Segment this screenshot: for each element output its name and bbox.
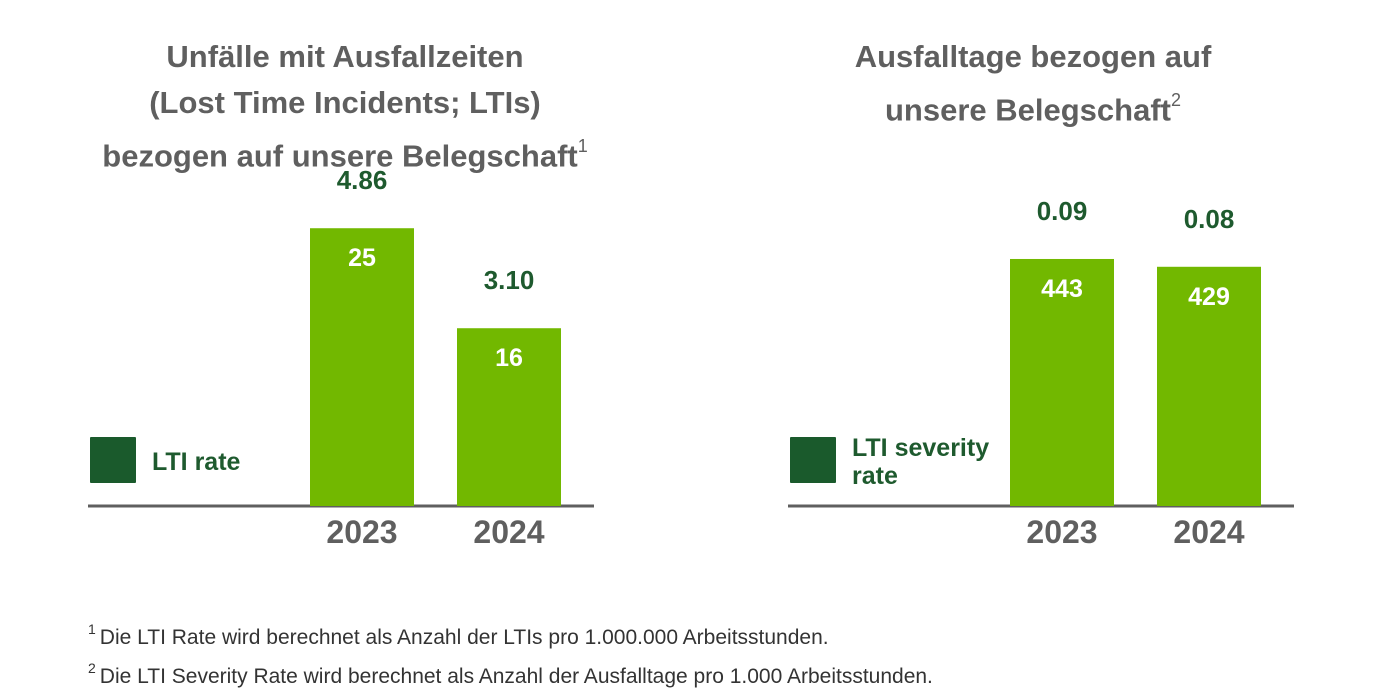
lti-rate-chart: LTI rate 25 4.86 2023 16 3.10 2024 — [88, 165, 594, 550]
title-footnote-marker: 1 — [577, 136, 588, 156]
bar-2024 — [457, 328, 561, 506]
rate-value-label: 0.09 — [1037, 196, 1088, 226]
legend-label-line: rate — [852, 462, 898, 490]
lti-rate-panel: Unfälle mit Ausfallzeiten (Lost Time Inc… — [0, 0, 700, 580]
footnote: 1 Die LTI Rate wird berechnet als Anzahl … — [88, 615, 1288, 654]
footnote-text: Die LTI Severity Rate wird berechnet als… — [99, 665, 933, 688]
title-line: bezogen auf unsere Belegschaft — [102, 138, 578, 174]
lti-severity-panel: Ausfalltage bezogen auf unsere Belegscha… — [700, 0, 1400, 580]
lti-severity-chart: LTI severity rate 443 0.09 2023 429 0.08 2024 — [788, 196, 1294, 550]
x-tick-label: 2024 — [1173, 514, 1244, 550]
title-line: (Lost Time Incidents; LTIs) — [149, 85, 541, 120]
rate-value-label: 0.08 — [1184, 204, 1235, 234]
legend-label: LTI severity rate — [852, 434, 996, 490]
x-tick-label: 2023 — [1026, 514, 1097, 550]
legend-label: LTI rate — [152, 448, 241, 476]
title-footnote-marker: 2 — [1170, 90, 1181, 110]
footnotes: 1 Die LTI Rate wird berechnet als Anzahl … — [88, 615, 1288, 693]
title-line: unsere Belegschaft — [884, 92, 1171, 128]
bar-value-label: 16 — [495, 344, 523, 372]
legend-label-line: LTI severity — [852, 434, 989, 462]
lti-rate-chart-title: Unfälle mit Ausfallzeiten (Lost Time Inc… — [0, 34, 690, 179]
x-tick-label: 2023 — [326, 514, 397, 550]
rate-value-label: 3.10 — [484, 265, 535, 295]
footnote-marker: 2 — [88, 660, 96, 676]
rate-value-label: 4.86 — [337, 165, 388, 195]
title-line: Ausfalltage bezogen auf — [854, 39, 1212, 74]
bar-2023 — [310, 228, 414, 506]
title-line: Unfälle mit Ausfallzeiten — [166, 39, 524, 74]
legend-swatch — [790, 437, 836, 483]
bar-2024 — [1157, 266, 1261, 506]
footnote: 2 Die LTI Severity Rate wird berechnet al… — [88, 654, 1288, 693]
bar-value-label: 429 — [1188, 283, 1230, 311]
footnote-marker: 1 — [88, 621, 96, 637]
bar-value-label: 25 — [348, 244, 376, 272]
footnote-text: Die LTI Rate wird berechnet als Anzahl d… — [99, 626, 829, 649]
lti-severity-chart-title: Ausfalltage bezogen auf unsere Belegscha… — [688, 34, 1378, 133]
x-tick-label: 2024 — [473, 514, 544, 550]
bar-2023 — [1010, 258, 1114, 506]
legend-swatch — [90, 437, 136, 483]
bar-value-label: 443 — [1041, 275, 1083, 303]
